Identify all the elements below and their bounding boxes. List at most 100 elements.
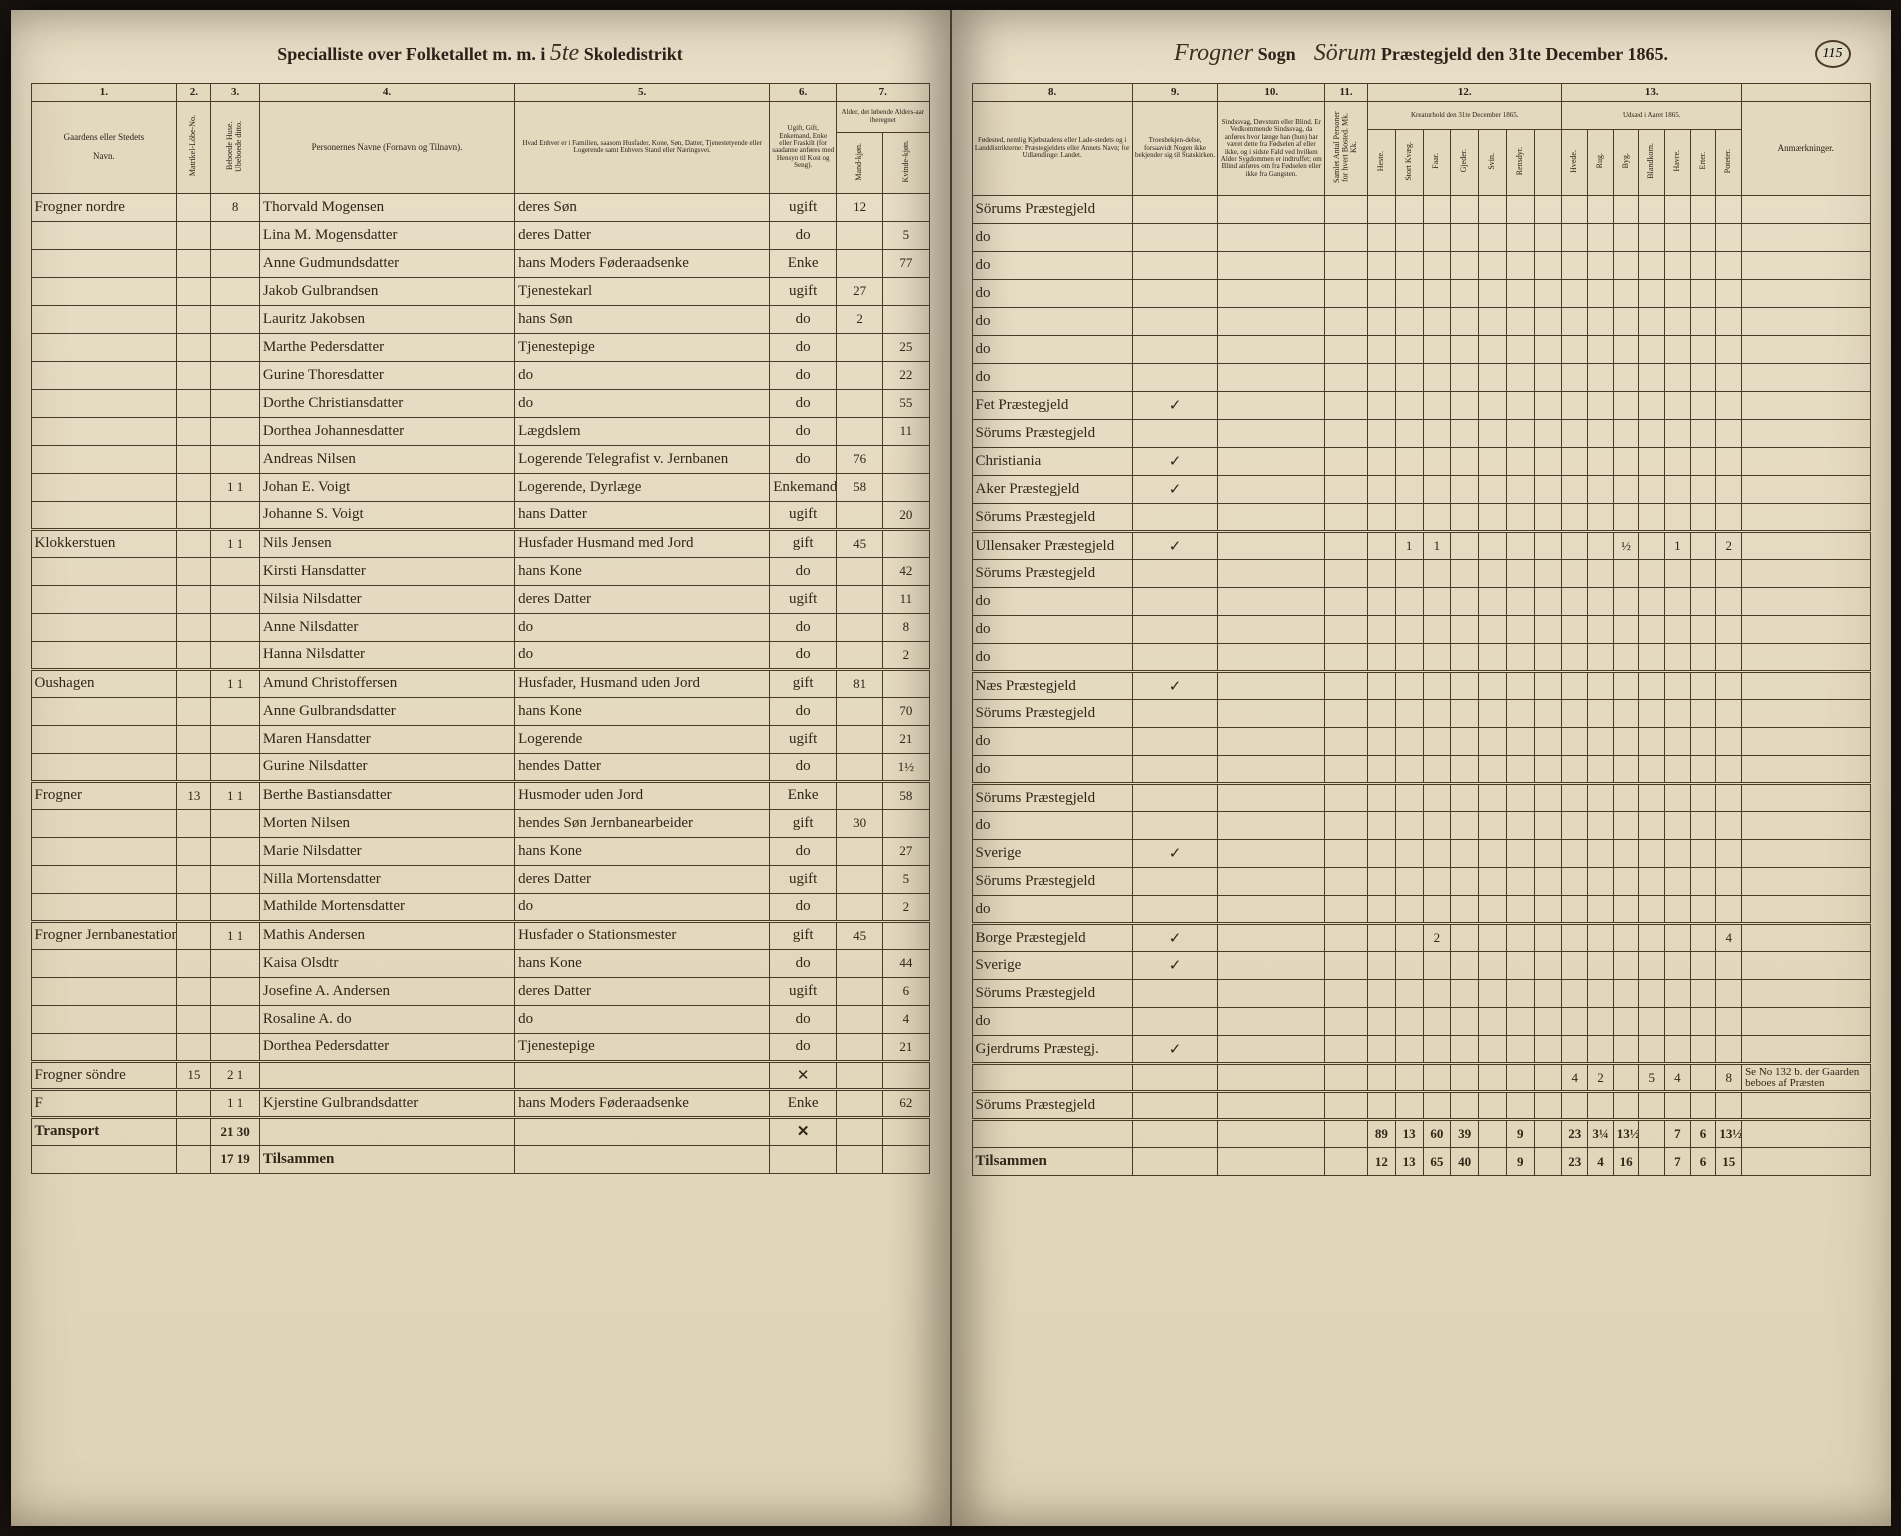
cell-udsaed-3 — [1639, 756, 1665, 784]
cell-hus — [211, 1033, 260, 1061]
cell-anm — [1742, 448, 1870, 476]
table-row: Tilsammen121365409234167615 — [972, 1148, 1870, 1176]
cell-udsaed-6 — [1716, 336, 1742, 364]
cell-udsaed-1 — [1588, 812, 1614, 840]
cell-hus — [211, 445, 260, 473]
cell-gaard — [31, 893, 177, 921]
table-row: Frogner Jernbanestation1 1Mathis Anderse… — [31, 921, 929, 949]
cell-age-m — [837, 1033, 883, 1061]
cell-anm — [1742, 224, 1870, 252]
cell-udsaed-0 — [1562, 588, 1588, 616]
cell-navn: Gurine Nilsdatter — [259, 753, 514, 781]
cell-udsaed-0 — [1562, 952, 1588, 980]
cell-navn — [259, 1061, 514, 1089]
table-row: Sörums Præstegjeld — [972, 868, 1870, 896]
cell-anm — [1742, 924, 1870, 952]
cell-samlet — [1325, 1036, 1368, 1064]
cell-udsaed-4 — [1665, 644, 1691, 672]
cell-navn: Jakob Gulbrandsen — [259, 277, 514, 305]
h12-stort: Stort Kvæg. — [1395, 130, 1423, 196]
cell-kreatur-4 — [1479, 196, 1507, 224]
cell-navn: Marthe Pedersdatter — [259, 333, 514, 361]
cell-udsaed-4 — [1665, 616, 1691, 644]
cell-kreatur-6 — [1534, 840, 1562, 868]
cell-kreatur-2 — [1423, 1092, 1451, 1120]
cell-kreatur-4 — [1479, 896, 1507, 924]
cell-age-k — [883, 277, 929, 305]
cell-udsaed-5 — [1690, 532, 1716, 560]
cell-kreatur-4 — [1479, 1148, 1507, 1176]
table-row: Sörums Præstegjeld — [972, 196, 1870, 224]
cell-fodested: do — [972, 364, 1132, 392]
cell-udsaed-6: 2 — [1716, 532, 1742, 560]
cell-samlet — [1325, 756, 1368, 784]
cell-mat — [177, 277, 211, 305]
cell-udsaed-1 — [1588, 588, 1614, 616]
cell-tro — [1132, 980, 1218, 1008]
cell-stilling: do — [515, 893, 770, 921]
cell-civ: ✕ — [770, 1117, 837, 1145]
table-row: Christiania✓ — [972, 448, 1870, 476]
cell-age-m — [837, 1089, 883, 1117]
table-row: Marie Nilsdatterhans Konedo27 — [31, 837, 929, 865]
cell-udsaed-2: 16 — [1613, 1148, 1639, 1176]
cell-samlet — [1325, 280, 1368, 308]
cell-tro — [1132, 1064, 1218, 1092]
cell-navn: Nils Jensen — [259, 529, 514, 557]
cell-udsaed-6 — [1716, 756, 1742, 784]
cell-age-k: 5 — [883, 865, 929, 893]
cell-age-m: 12 — [837, 193, 883, 221]
cell-kreatur-1 — [1395, 392, 1423, 420]
col12-title: Kreaturhold den 31te December 1865. — [1367, 102, 1562, 130]
cell-udsaed-3 — [1639, 364, 1665, 392]
cell-udsaed-4 — [1665, 364, 1691, 392]
cell-udsaed-5 — [1690, 784, 1716, 812]
cell-kreatur-3 — [1451, 840, 1479, 868]
cell-age-m — [837, 389, 883, 417]
cell-civ: do — [770, 697, 837, 725]
cell-navn: Amund Christoffersen — [259, 669, 514, 697]
cell-tro — [1132, 336, 1218, 364]
cell-gaard — [31, 277, 177, 305]
cell-kreatur-5 — [1506, 588, 1534, 616]
cell-kreatur-6 — [1534, 308, 1562, 336]
cell-udsaed-6 — [1716, 476, 1742, 504]
cell-tro — [1132, 784, 1218, 812]
cell-udsaed-3 — [1639, 252, 1665, 280]
table-row: Dorthea JohannesdatterLægdslemdo11 — [31, 417, 929, 445]
cell-mat — [177, 1033, 211, 1061]
cell-fodested: Sörums Præstegjeld — [972, 504, 1132, 532]
cell-anm — [1742, 980, 1870, 1008]
col10-num: 10. — [1218, 84, 1325, 102]
cell-kreatur-2 — [1423, 224, 1451, 252]
cell-udsaed-4 — [1665, 840, 1691, 868]
cell-sind — [1218, 336, 1325, 364]
cell-kreatur-4 — [1479, 336, 1507, 364]
cell-sind — [1218, 224, 1325, 252]
cell-navn — [259, 1117, 514, 1145]
cell-stilling: Husfader, Husmand uden Jord — [515, 669, 770, 697]
cell-tro: ✓ — [1132, 840, 1218, 868]
cell-kreatur-4 — [1479, 588, 1507, 616]
cell-kreatur-2 — [1423, 728, 1451, 756]
cell-civ: ✕ — [770, 1061, 837, 1089]
cell-kreatur-1 — [1395, 868, 1423, 896]
cell-udsaed-2 — [1613, 924, 1639, 952]
cell-mat — [177, 921, 211, 949]
table-row: Dorthe Christiansdatterdodo55 — [31, 389, 929, 417]
cell-age-m: 58 — [837, 473, 883, 501]
cell-udsaed-0 — [1562, 420, 1588, 448]
cell-tro: ✓ — [1132, 392, 1218, 420]
cell-udsaed-5 — [1690, 1008, 1716, 1036]
cell-udsaed-2 — [1613, 392, 1639, 420]
cell-age-k — [883, 473, 929, 501]
table-row: Maren HansdatterLogerendeugift21 — [31, 725, 929, 753]
col13-title: Udsæd i Aaret 1865. — [1562, 102, 1742, 130]
cell-age-k — [883, 529, 929, 557]
col6-head: Ugift, Gift, Enkemand, Enke eller Fraski… — [770, 102, 837, 194]
cell-civ: Enke — [770, 249, 837, 277]
cell-kreatur-3: 39 — [1451, 1120, 1479, 1148]
cell-navn: Nilla Mortensdatter — [259, 865, 514, 893]
cell-udsaed-4 — [1665, 196, 1691, 224]
left-header: Specialliste over Folketallet m. m. i 5t… — [31, 40, 930, 67]
